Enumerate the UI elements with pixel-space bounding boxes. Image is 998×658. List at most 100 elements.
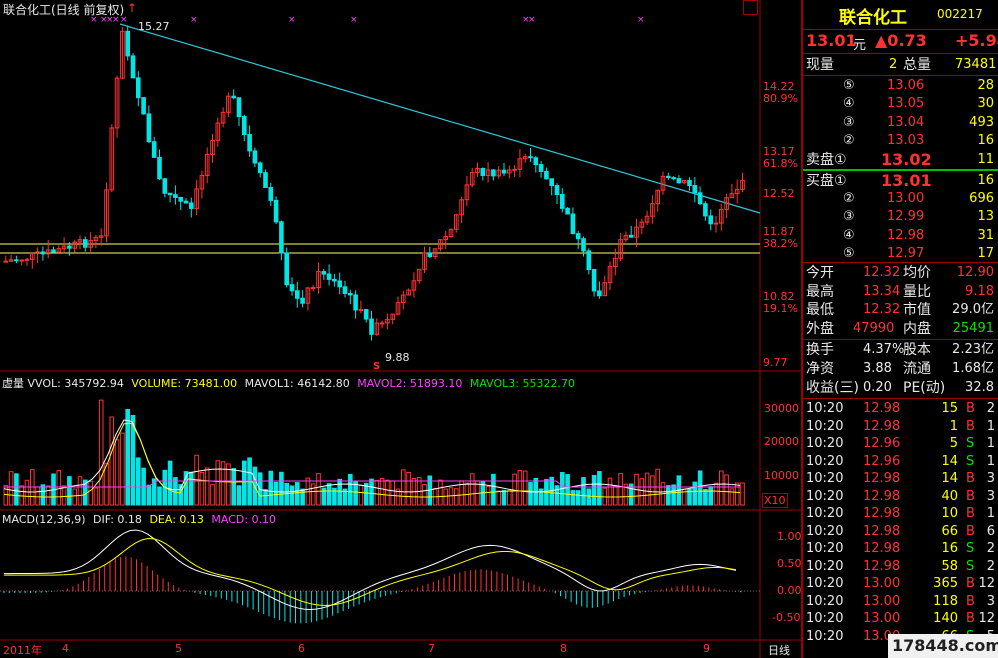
volume-bar: [607, 477, 613, 506]
watermark-text: 178448.com: [892, 636, 998, 655]
volume-bar: [422, 483, 427, 506]
tick-row[interactable]: 10:20 12.98 1 B 1: [803, 418, 998, 436]
signal-x-marker: ×: [106, 15, 114, 25]
volume-header: 虚量 VVOL: 345792.94 VOLUME: 73481.00 MAVO…: [2, 375, 575, 391]
now-vol-value: 2: [889, 57, 898, 72]
tick-price: 12.98: [863, 506, 901, 521]
volume-bar: [125, 408, 131, 506]
candle-body: [512, 168, 517, 171]
volume-bar: [692, 481, 698, 506]
tick-row[interactable]: 10:20 12.98 66 B 6: [803, 523, 998, 541]
volume-bar: [157, 486, 162, 506]
ask-price: 13.04: [887, 114, 925, 130]
candle-body: [734, 188, 740, 195]
last-price: 13.01: [806, 31, 857, 50]
tick-count: 2: [986, 541, 995, 556]
tick-side: B: [966, 506, 975, 521]
tick-row[interactable]: 10:20 12.98 58 S 2: [803, 558, 998, 576]
volume-bar: [570, 490, 576, 506]
volume-bar: [210, 483, 215, 506]
candle-body: [257, 162, 263, 174]
candle-body: [30, 252, 35, 260]
bid-price: 12.97: [887, 245, 925, 261]
ask-row[interactable]: 卖盘① 13.02 11: [803, 150, 998, 169]
volume-bar: [719, 470, 724, 506]
tick-time: 10:20: [806, 576, 844, 591]
volume-bar: [586, 488, 592, 506]
fundamental-row: 净资 3.88 流通 1.68亿: [803, 360, 998, 378]
period-label[interactable]: 日线: [768, 644, 790, 657]
vol-tick-3: 10000: [764, 469, 799, 482]
tick-side: B: [966, 523, 975, 539]
bid-row[interactable]: ② 13.00 696: [803, 190, 998, 208]
tick-row[interactable]: 10:20 13.00 118 B 3: [803, 593, 998, 611]
bid-price: 12.98: [887, 227, 925, 243]
tick-price: 12.98: [863, 541, 901, 556]
bid-price: 13.01: [881, 171, 932, 190]
volume-bar: [348, 473, 353, 506]
ask-row[interactable]: ② 13.03 16: [803, 132, 998, 150]
volume-bar: [618, 472, 623, 506]
stat-value: 12.90: [956, 265, 994, 280]
tick-volume: 14: [941, 471, 958, 486]
candle-body: [14, 259, 19, 262]
volume-bar: [358, 485, 364, 506]
tick-row[interactable]: 10:20 12.98 16 S 2: [803, 540, 998, 558]
tick-row[interactable]: 10:20 13.00 140 B 12: [803, 610, 998, 628]
fundamental-label: 股本: [903, 342, 931, 358]
bid-row[interactable]: ③ 12.99 13: [803, 208, 998, 226]
candle-body: [432, 248, 438, 257]
ask-row[interactable]: ③ 13.04 493: [803, 114, 998, 132]
kline-chart-area[interactable]: × ××× × × × × ×× ×↑: [0, 0, 803, 658]
bid-row[interactable]: ④ 12.98 31: [803, 227, 998, 245]
volume-bar: [666, 485, 671, 506]
bid-row[interactable]: ⑤ 12.97 17: [803, 245, 998, 263]
ask-row[interactable]: ④ 13.05 30: [803, 95, 998, 113]
candle-body: [565, 207, 570, 215]
dif-line: [3, 529, 737, 610]
stat-label: 均价: [903, 265, 931, 281]
volume-bar: [109, 416, 115, 506]
macd-tick-4: -0.50: [772, 611, 801, 624]
tick-row[interactable]: 10:20 12.96 14 S 1: [803, 453, 998, 471]
tick-row[interactable]: 10:20 12.96 5 S 1: [803, 435, 998, 453]
fundamental-value: 4.37%: [863, 342, 905, 357]
candle-body: [438, 239, 443, 250]
ask-price: 13.03: [887, 133, 925, 149]
candle-body: [708, 215, 714, 225]
panel-toggle-icon[interactable]: [743, 0, 758, 15]
tick-side: B: [966, 611, 975, 626]
mavol1-line: [3, 419, 741, 493]
volume-bar: [35, 486, 40, 506]
ask-price: 13.05: [887, 96, 925, 112]
volume-bar: [522, 470, 528, 506]
mavol2-line: [3, 422, 741, 498]
volume-bar: [406, 471, 411, 506]
price-tick-4: 11.87: [763, 225, 795, 238]
tick-row[interactable]: 10:20 12.98 14 B 3: [803, 470, 998, 488]
volume-bar: [401, 469, 406, 506]
ask-level: ②: [843, 133, 855, 149]
volume-bar: [581, 477, 586, 506]
tick-row[interactable]: 10:20 12.98 10 B 1: [803, 505, 998, 523]
ask-row[interactable]: ⑤ 13.06 28: [803, 77, 998, 95]
tick-volume: 58: [941, 558, 958, 574]
price-change-pct: +5.94: [955, 31, 998, 50]
volume-bar: [326, 483, 332, 506]
candle-body: [162, 178, 168, 194]
tick-row[interactable]: 10:20 12.98 40 B 3: [803, 488, 998, 506]
bid-row[interactable]: 买盘① 13.01 16: [803, 172, 998, 190]
candle-body: [353, 294, 358, 311]
macd-header: MACD(12,36,9) DIF: 0.18 DEA: 0.13 MACD: …: [2, 513, 276, 526]
candle-body: [167, 192, 173, 196]
candle-body: [623, 234, 629, 241]
watermark-box: 178448.com: [888, 634, 998, 658]
tick-row[interactable]: 10:20 12.98 15 B 2: [803, 400, 998, 418]
tick-price: 12.98: [863, 523, 901, 539]
tick-row[interactable]: 10:20 13.00 365 B 12: [803, 575, 998, 593]
candle-body: [681, 180, 687, 184]
fundamental-label: 收益(三): [806, 379, 859, 396]
tick-price: 12.96: [863, 436, 901, 451]
volume-bar: [77, 476, 83, 506]
candle-body: [310, 287, 316, 290]
